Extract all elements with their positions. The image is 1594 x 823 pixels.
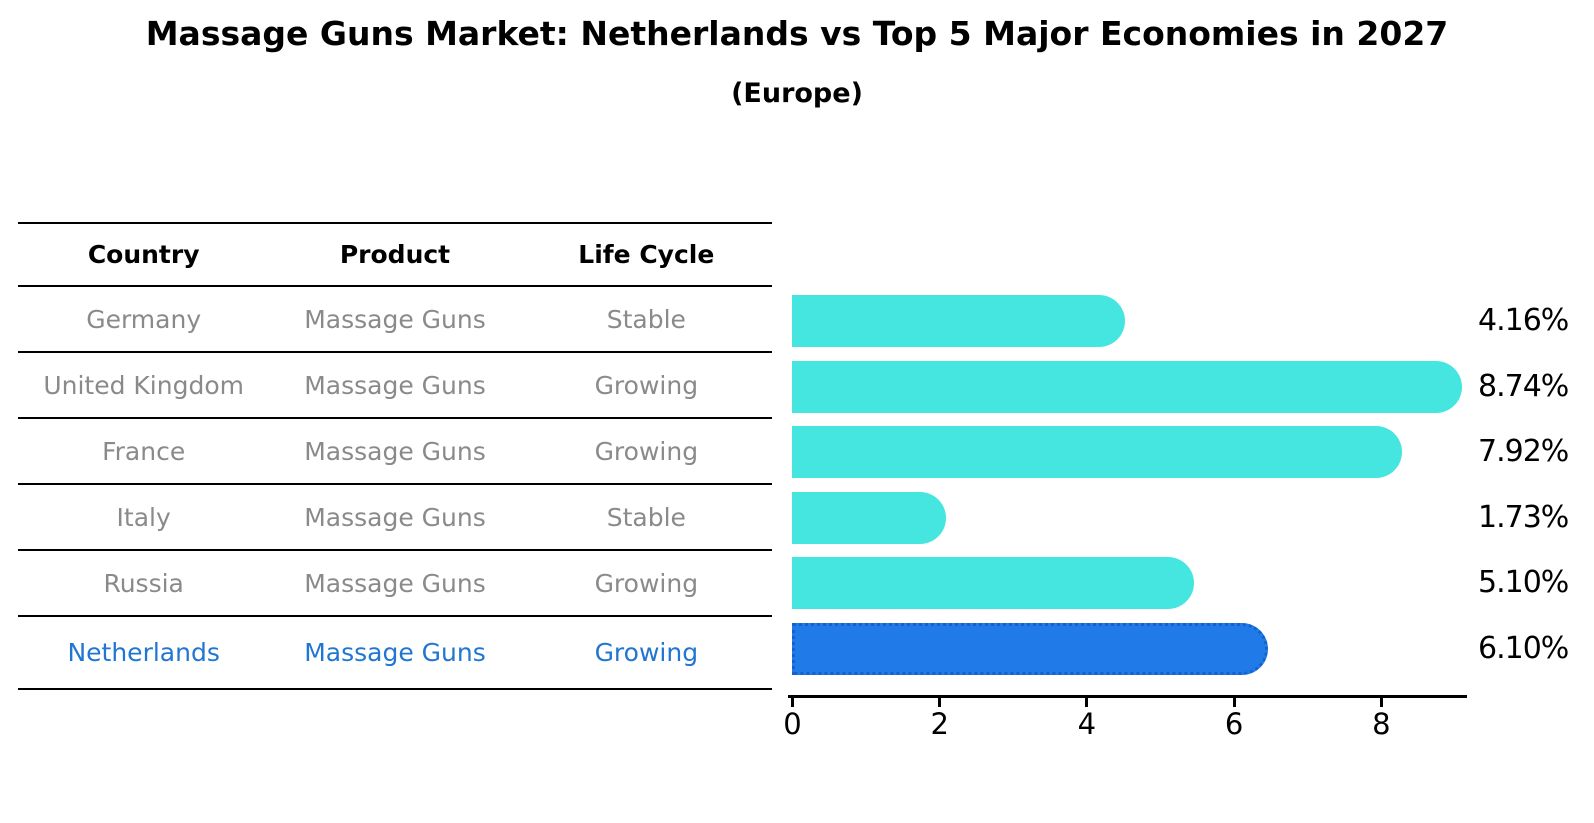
- table-row: Italy Massage Guns Stable: [18, 485, 772, 551]
- x-axis-tick: [791, 698, 794, 707]
- table-cell-life_cycle: Stable: [606, 304, 686, 334]
- table-cell-country: Italy: [116, 502, 171, 532]
- bar-value-label: 8.74%: [1478, 368, 1569, 404]
- country-table: Country Product Life Cycle Germany Massage …: [18, 222, 772, 690]
- table-header-country: Country: [87, 240, 200, 269]
- table-cell-life_cycle: Growing: [594, 370, 699, 400]
- table-cell-product: Massage Guns: [304, 304, 486, 334]
- table-cell-life_cycle: Growing: [594, 568, 699, 598]
- x-axis-tick-label: 4: [1077, 707, 1096, 741]
- bar-value-label: 5.10%: [1478, 565, 1569, 600]
- table-row: Germany Massage Guns Stable: [18, 287, 772, 353]
- table-cell-product: Massage Guns: [304, 502, 486, 532]
- table-cell-country: Russia: [103, 568, 184, 598]
- bar-united-kingdom: [792, 360, 1463, 413]
- table-cell-product: Massage Guns: [304, 638, 486, 667]
- table-cell-product: Massage Guns: [304, 436, 486, 466]
- table-cell-country: Germany: [86, 304, 202, 334]
- x-axis-tick-label: 8: [1372, 707, 1390, 741]
- table-cell-country: United Kingdom: [43, 370, 244, 400]
- bar-germany: [792, 295, 1126, 347]
- x-axis-tick: [1379, 698, 1383, 707]
- bar-netherlands: [792, 622, 1268, 675]
- bar-value-label: 6.10%: [1478, 630, 1569, 666]
- bar-value-label: 7.92%: [1478, 434, 1569, 469]
- table-row: United Kingdom Massage Guns Growing: [18, 353, 772, 419]
- table-cell-country: France: [102, 436, 186, 466]
- x-axis-tick-label: 2: [930, 707, 948, 741]
- table-cell-life_cycle: Stable: [606, 502, 686, 532]
- table-cell-product: Massage Guns: [304, 568, 486, 598]
- bar-italy: [792, 491, 947, 544]
- x-axis-tick: [938, 698, 942, 707]
- table-row: France Massage Guns Growing: [18, 419, 772, 485]
- table-rows: Germany Massage Guns Stable United Kingdom M…: [18, 287, 772, 690]
- bar-russia: [792, 557, 1195, 609]
- table-cell-life_cycle: Growing: [594, 436, 699, 466]
- table-header-row: Country Product Life Cycle: [18, 224, 772, 287]
- table-row: Netherlands Massage Guns Growing: [18, 617, 772, 690]
- x-axis-tick-label: 6: [1224, 707, 1243, 741]
- table-header-life-cycle: Life Cycle: [578, 240, 715, 269]
- table-header-product: Product: [339, 240, 451, 269]
- chart-subtitle: (Europe): [731, 78, 863, 109]
- x-axis-tick: [1085, 698, 1089, 707]
- table-cell-product: Massage Guns: [304, 370, 486, 400]
- table-cell-life_cycle: Growing: [594, 638, 699, 667]
- bar-value-label: 4.16%: [1478, 303, 1569, 338]
- x-axis-tick: [1232, 698, 1236, 707]
- x-axis-line: [788, 695, 1467, 698]
- table-cell-country: Netherlands: [67, 638, 220, 667]
- x-axis-tick-label: 0: [783, 707, 801, 741]
- chart-title: Massage Guns Market: Netherlands vs Top …: [145, 14, 1449, 53]
- bar-value-label: 1.73%: [1478, 499, 1569, 535]
- table-row: Russia Massage Guns Growing: [18, 551, 772, 617]
- bar-france: [792, 426, 1402, 478]
